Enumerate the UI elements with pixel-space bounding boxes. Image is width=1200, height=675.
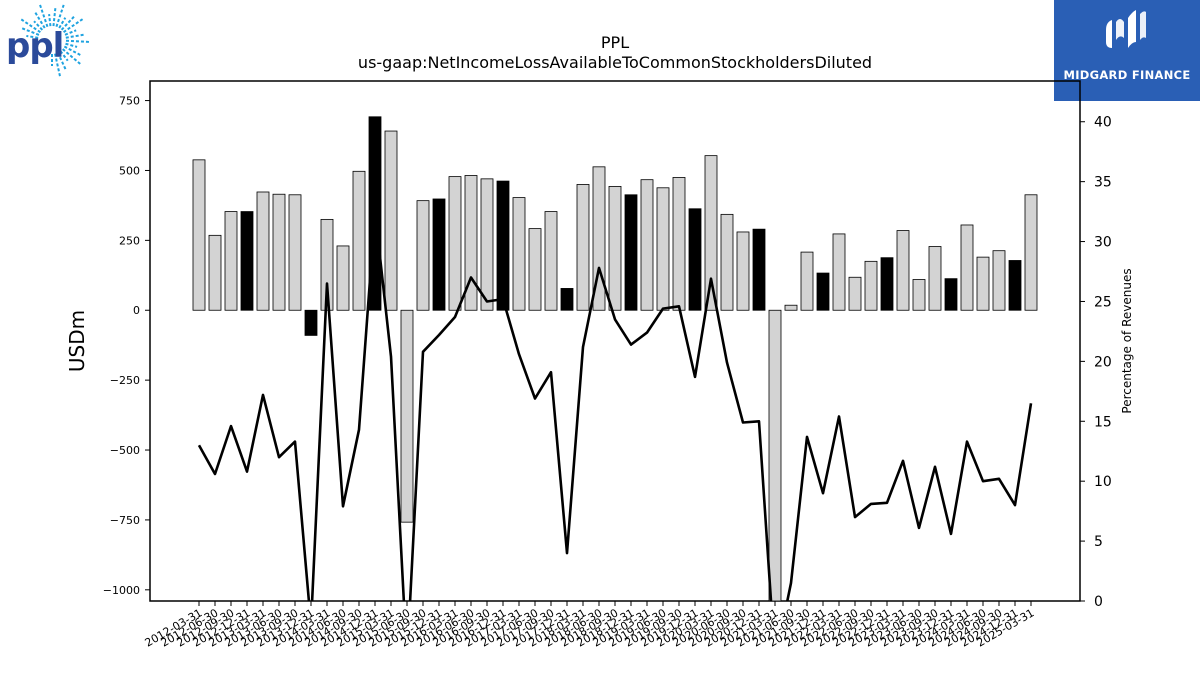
bar-2020-03-31: [704, 155, 718, 311]
y2-tick-label: 0: [1094, 594, 1103, 610]
bar-2022-06-30: [848, 276, 862, 311]
ppl-logo: ppl: [0, 0, 100, 80]
bar-2021-06-30: [784, 304, 798, 311]
bars-group: [192, 116, 1038, 602]
bar-2022-12-31: [880, 257, 894, 311]
bar-2015-12-31: [432, 198, 446, 311]
bar-2024-12-31: [1008, 260, 1022, 311]
bar-2013-06-30: [272, 193, 286, 311]
midgard-logo-text: MIDGARD FINANCE: [1063, 68, 1191, 82]
ppl-logo-text: ppl: [6, 26, 64, 66]
bar-2020-12-31: [752, 228, 766, 311]
bar-2023-09-30: [928, 246, 942, 311]
bar-2020-09-30: [736, 231, 750, 311]
bar-2017-09-30: [544, 211, 558, 311]
bar-2016-12-31: [496, 180, 510, 311]
bar-2012-12-31: [240, 211, 254, 311]
y-tick-label: −500: [110, 444, 140, 457]
bar-2023-12-31: [944, 278, 958, 311]
bar-2015-03-31: [384, 130, 398, 311]
y-axis-left: 750 500 250 0 −250 −500 −750 −1000: [103, 95, 150, 597]
bar-2017-06-30: [528, 228, 542, 311]
bar-2019-09-30: [672, 177, 686, 311]
y2-tick-label: 15: [1094, 414, 1112, 430]
chart-subtitle: us-gaap:NetIncomeLossAvailableToCommonSt…: [358, 53, 872, 72]
y-axis-label: USDm: [65, 310, 89, 372]
y-tick-label: 250: [119, 234, 140, 247]
bar-2015-06-30: [400, 309, 414, 523]
bar-2025-03-31: [1024, 194, 1038, 311]
bar-2015-09-30: [416, 200, 430, 311]
bar-2012-03-31: [192, 159, 206, 311]
bar-2021-12-31: [816, 272, 830, 311]
y2-tick-label: 40: [1094, 115, 1112, 131]
line-group: [197, 210, 1033, 601]
y2-axis-label: Percentage of Revenues: [1120, 268, 1134, 413]
y2-tick-label: 5: [1094, 534, 1103, 550]
y2-tick-label: 10: [1094, 474, 1112, 490]
y-tick-label: 0: [133, 304, 140, 317]
x-axis: 2012-03-312012-06-302012-09-302012-12-31…: [143, 601, 1037, 650]
bar-2012-06-30: [208, 234, 222, 311]
y-tick-label: 750: [119, 95, 140, 108]
bar-2021-03-31: [768, 309, 782, 602]
bar-2023-03-31: [896, 230, 910, 311]
y-tick-label: −1000: [103, 584, 140, 597]
bar-2013-12-31: [304, 309, 318, 336]
chart-title: PPL: [601, 33, 629, 52]
revenue-percentage-line: [197, 210, 1033, 601]
midgard-finance-logo: MIDGARD FINANCE: [1054, 0, 1200, 101]
y-tick-label: −250: [110, 374, 140, 387]
bar-2016-09-30: [480, 178, 494, 311]
bar-2012-09-30: [224, 211, 238, 311]
y2-tick-label: 30: [1094, 235, 1112, 251]
y2-tick-label: 20: [1094, 354, 1112, 370]
bar-2022-09-30: [864, 260, 878, 311]
y-axis-right: 0 5 10 15 20 25 30 35 40: [1080, 115, 1112, 610]
bar-2019-12-31: [688, 208, 702, 311]
ppl-sunburst-icon: [19, 3, 91, 78]
bar-2019-06-30: [656, 187, 670, 311]
plot-frame: [149, 80, 1081, 602]
y-tick-label: −750: [110, 514, 140, 527]
bar-2018-09-30: [608, 185, 622, 311]
bar-2014-06-30: [336, 245, 350, 311]
bar-2023-06-30: [912, 279, 926, 311]
y-tick-label: 500: [119, 164, 140, 177]
midgard-m-icon: [1106, 10, 1146, 52]
bar-2018-12-31: [624, 194, 638, 311]
bar-2013-03-31: [256, 191, 270, 311]
bar-2024-06-30: [976, 256, 990, 311]
bar-2017-12-31: [560, 288, 574, 311]
bar-2022-03-31: [832, 233, 846, 311]
bar-2016-06-30: [464, 175, 478, 311]
bar-2017-03-31: [512, 197, 526, 311]
y2-tick-label: 35: [1094, 175, 1112, 191]
bar-2013-09-30: [288, 194, 302, 311]
bar-2024-03-31: [960, 224, 974, 311]
bar-2021-09-30: [800, 251, 814, 311]
bar-2014-09-30: [352, 170, 366, 311]
bar-2018-03-31: [576, 184, 590, 311]
bar-2016-03-31: [448, 176, 462, 311]
bar-2020-06-30: [720, 213, 734, 311]
bar-2024-09-30: [992, 250, 1006, 311]
bar-2019-03-31: [640, 179, 654, 311]
y2-tick-label: 25: [1094, 294, 1112, 310]
